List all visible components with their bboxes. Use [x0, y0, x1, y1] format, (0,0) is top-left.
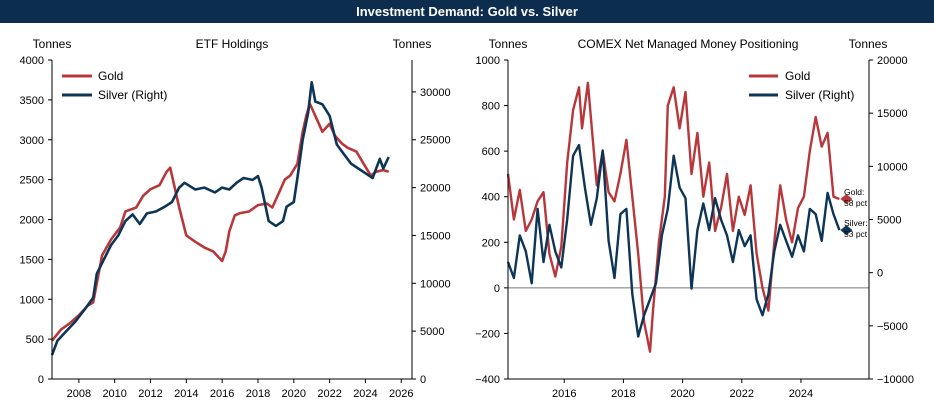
- y-left-tick-label: 0: [38, 374, 44, 386]
- comex-silver-end-pct: 53 pct: [844, 229, 868, 239]
- x-tick-label: 2026: [389, 388, 413, 400]
- y-left-tick-label: 2500: [20, 175, 44, 187]
- y-left-tick-label: 3000: [20, 135, 44, 147]
- etf-axis-ticks: 2008 2010 2012 2014 2016 2018 2020 2022 2024 2026…: [20, 55, 451, 400]
- comex-silver-series-line: [506, 143, 841, 338]
- y-right-tick-label: 5000: [420, 326, 444, 338]
- y-right-tick-label: 10000: [420, 278, 451, 290]
- y-right-tick-label: 5000: [877, 215, 901, 227]
- comex-right-axis-label: Tonnes: [849, 37, 888, 51]
- x-tick-label: 2024: [789, 388, 813, 400]
- etf-legend-gold-label: Gold: [98, 69, 123, 83]
- y-right-tick-label: 15000: [420, 230, 451, 242]
- etf-chart-title: ETF Holdings: [196, 37, 269, 51]
- y-left-tick-label: 4000: [20, 55, 44, 67]
- x-tick-label: 2016: [552, 388, 576, 400]
- x-tick-label: 2020: [282, 388, 306, 400]
- y-right-tick-label: 20000: [420, 183, 451, 195]
- y-left-tick-label: 2000: [20, 215, 44, 227]
- etf-left-axis-label: Tonnes: [33, 37, 72, 51]
- comex-axis-ticks: 2016 2018 2020 2022 2024 −400 −200 0 200 400 600 80…: [475, 55, 914, 400]
- comex-positioning-chart: COMEX Net Managed Money Positioning Tonn…: [475, 37, 914, 400]
- comex-legend: Gold Silver (Right): [749, 69, 854, 102]
- comex-chart-title: COMEX Net Managed Money Positioning: [578, 37, 799, 51]
- etf-legend: Gold Silver (Right): [62, 69, 167, 102]
- y-left-tick-label: 800: [482, 101, 500, 113]
- y-right-tick-label: −5000: [877, 321, 908, 333]
- etf-legend-silver-label: Silver (Right): [98, 88, 167, 102]
- etf-gold-series-line: [50, 102, 390, 342]
- comex-gold-series-line: [506, 81, 840, 353]
- page-title-banner: Investment Demand: Gold vs. Silver: [0, 0, 934, 23]
- y-right-tick-label: 30000: [420, 87, 451, 99]
- x-tick-label: 2022: [317, 388, 341, 400]
- x-tick-label: 2010: [102, 388, 126, 400]
- y-left-tick-label: 0: [494, 283, 500, 295]
- x-tick-label: 2014: [174, 388, 198, 400]
- y-left-tick-label: 200: [482, 237, 500, 249]
- y-left-tick-label: 500: [26, 334, 44, 346]
- y-right-tick-label: −10000: [877, 374, 914, 386]
- x-tick-label: 2008: [67, 388, 91, 400]
- x-tick-label: 2020: [670, 388, 694, 400]
- x-tick-label: 2024: [353, 388, 377, 400]
- x-tick-label: 2018: [611, 388, 635, 400]
- y-right-tick-label: 20000: [877, 55, 908, 67]
- comex-gold-end-pct: 58 pct: [844, 198, 868, 208]
- y-left-tick-label: 400: [482, 192, 500, 204]
- x-tick-label: 2022: [730, 388, 754, 400]
- comex-left-axis-label: Tonnes: [489, 37, 528, 51]
- y-left-tick-label: −200: [475, 328, 500, 340]
- y-left-tick-label: −400: [475, 374, 500, 386]
- x-tick-label: 2012: [138, 388, 162, 400]
- y-right-tick-label: 10000: [877, 161, 908, 173]
- y-left-tick-label: 3500: [20, 95, 44, 107]
- comex-legend-gold-label: Gold: [785, 69, 810, 83]
- y-right-tick-label: 0: [877, 268, 883, 280]
- comex-silver-end-label: Silver:: [844, 218, 868, 228]
- y-left-tick-label: 600: [482, 146, 500, 158]
- comex-legend-silver-label: Silver (Right): [785, 88, 854, 102]
- y-right-tick-label: 0: [420, 374, 426, 386]
- comex-silver-end-marker: [840, 225, 853, 236]
- comex-gold-end-marker: [840, 193, 853, 204]
- x-tick-label: 2016: [210, 388, 234, 400]
- etf-silver-series-line: [50, 81, 390, 356]
- x-tick-label: 2018: [246, 388, 270, 400]
- etf-holdings-chart: ETF Holdings Tonnes Tonnes 2008 2010 2012 2…: [20, 37, 451, 400]
- charts-canvas: ETF Holdings Tonnes Tonnes 2008 2010 2012 2…: [20, 37, 915, 400]
- etf-right-axis-label: Tonnes: [393, 37, 432, 51]
- comex-gold-end-label: Gold:: [844, 187, 864, 197]
- y-left-tick-label: 1000: [476, 55, 500, 67]
- y-left-tick-label: 1500: [20, 254, 44, 266]
- y-left-tick-label: 1000: [20, 294, 44, 306]
- y-right-tick-label: 15000: [877, 108, 908, 120]
- y-right-tick-label: 25000: [420, 135, 451, 147]
